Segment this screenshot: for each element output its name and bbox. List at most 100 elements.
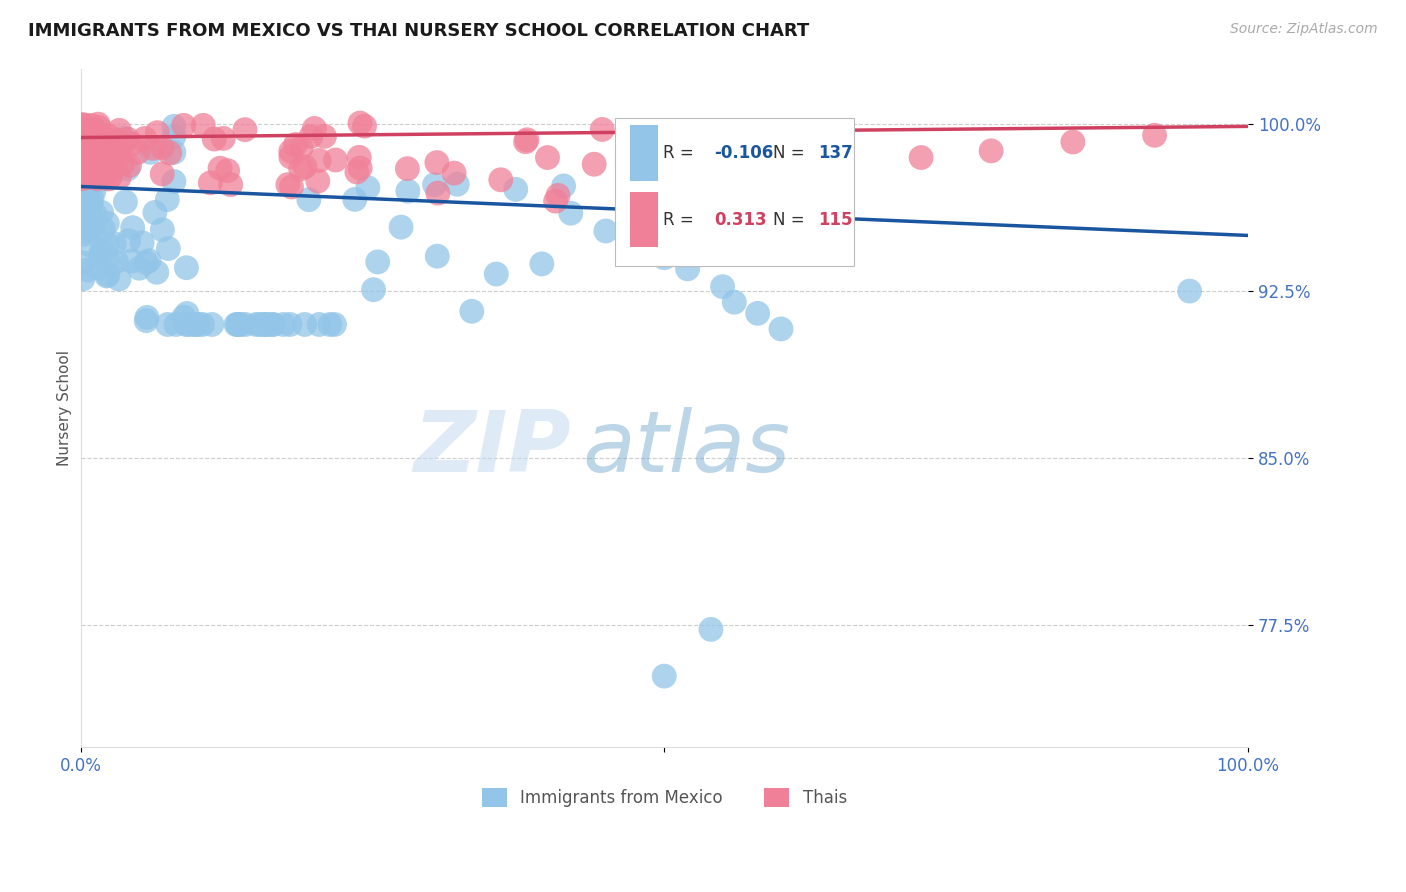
Point: [138, 253, 160, 268]
Point: [97, 135, 120, 149]
Point: [107, 150, 129, 164]
Point: [72, 151, 94, 165]
Point: [135, 255, 157, 269]
Point: [72, 118, 94, 132]
Point: [323, 318, 346, 332]
Point: [72, 136, 94, 151]
Text: Source: ZipAtlas.com: Source: ZipAtlas.com: [1230, 22, 1378, 37]
Point: [307, 174, 329, 188]
Point: [108, 170, 131, 185]
Point: [193, 119, 215, 133]
Point: [253, 318, 276, 332]
Point: [294, 318, 316, 332]
Point: [118, 159, 141, 173]
Point: [461, 304, 484, 318]
Point: [117, 132, 139, 146]
Point: [553, 178, 575, 193]
Point: [90, 136, 112, 151]
Point: [86, 171, 108, 186]
Point: [72, 124, 94, 138]
Point: [284, 137, 307, 152]
Point: [980, 144, 1002, 158]
Point: [346, 165, 368, 179]
Point: [1062, 135, 1084, 149]
Point: [217, 163, 239, 178]
Point: [426, 249, 449, 263]
Point: [96, 268, 118, 283]
Point: [711, 279, 734, 293]
Point: [769, 322, 792, 336]
Point: [103, 236, 125, 251]
Point: [93, 222, 115, 236]
Point: [142, 141, 165, 155]
Point: [75, 146, 97, 161]
Point: [262, 318, 284, 332]
Point: [82, 219, 104, 234]
Point: [93, 161, 115, 176]
Point: [87, 117, 110, 131]
Text: N =: N =: [773, 144, 810, 162]
Point: [127, 145, 149, 160]
Point: [314, 129, 336, 144]
Point: [73, 136, 96, 151]
Point: [86, 167, 108, 181]
Point: [201, 318, 224, 332]
Point: [139, 145, 162, 160]
Point: [114, 194, 136, 209]
Point: [97, 254, 120, 268]
Point: [75, 172, 97, 186]
Point: [101, 135, 124, 149]
Point: [73, 137, 96, 152]
Point: [121, 220, 143, 235]
Y-axis label: Nursery School: Nursery School: [58, 350, 72, 466]
Point: [150, 167, 173, 181]
Point: [84, 123, 107, 137]
Point: [423, 178, 446, 192]
Point: [73, 139, 96, 153]
Point: [97, 172, 120, 186]
Point: [583, 157, 606, 171]
Point: [619, 239, 641, 253]
Point: [200, 176, 222, 190]
Point: [91, 130, 114, 145]
Point: [97, 128, 120, 143]
Point: [325, 153, 347, 167]
Point: [83, 154, 105, 169]
Point: [75, 161, 97, 176]
Point: [80, 145, 103, 160]
Point: [82, 132, 104, 146]
Point: [75, 221, 97, 235]
Text: IMMIGRANTS FROM MEXICO VS THAI NURSERY SCHOOL CORRELATION CHART: IMMIGRANTS FROM MEXICO VS THAI NURSERY S…: [28, 22, 810, 40]
Point: [90, 205, 112, 219]
Point: [319, 318, 342, 332]
Point: [159, 146, 181, 161]
Point: [87, 120, 110, 135]
Point: [1178, 284, 1201, 298]
Point: [163, 145, 186, 160]
Point: [100, 169, 122, 183]
Point: [769, 133, 792, 147]
Point: [107, 145, 129, 160]
Point: [83, 184, 105, 198]
Point: [89, 247, 111, 261]
Point: [426, 155, 449, 169]
Point: [294, 160, 316, 174]
Point: [91, 141, 114, 155]
Point: [72, 171, 94, 186]
Point: [747, 306, 769, 320]
Point: [280, 145, 302, 159]
Point: [793, 184, 815, 198]
Point: [80, 208, 103, 222]
Point: [544, 194, 567, 209]
Point: [72, 256, 94, 270]
Point: [505, 182, 527, 196]
Point: [79, 198, 101, 212]
Point: [72, 126, 94, 140]
Point: [176, 306, 198, 320]
Point: [233, 318, 256, 332]
Point: [226, 318, 249, 332]
Text: R =: R =: [664, 211, 699, 228]
Point: [79, 238, 101, 252]
Point: [104, 136, 127, 150]
Point: [77, 170, 100, 185]
